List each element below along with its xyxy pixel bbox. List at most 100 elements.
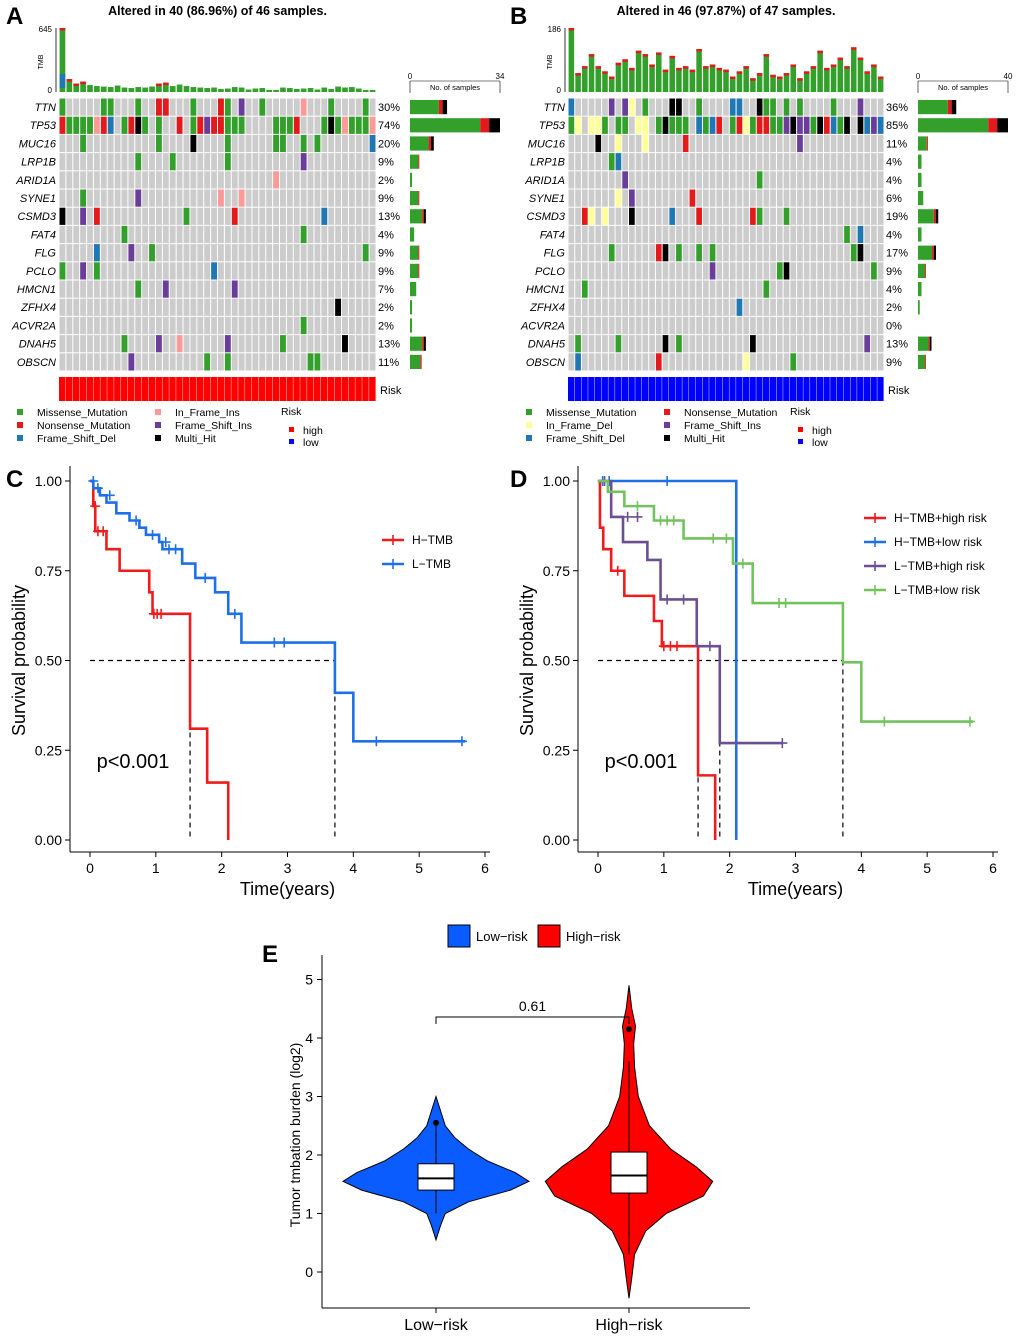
oncoprint-cell (314, 316, 321, 335)
oncoprint-cell (197, 116, 204, 134)
tmb-bar-nonsense (622, 59, 628, 62)
risk-cell (823, 377, 830, 401)
oncoprint-cell (355, 225, 362, 244)
oncoprint-cell (142, 98, 149, 116)
oncoprint-cell (121, 189, 128, 207)
oncoprint-cell (662, 225, 669, 244)
oncoprint-cell (763, 98, 770, 116)
oncoprint-cell (655, 298, 662, 316)
oncoprint-cell (750, 262, 756, 280)
oncoprint-cell (335, 171, 342, 189)
oncoprint-cell (776, 134, 783, 153)
oncoprint-cell (595, 189, 602, 207)
oncoprint-cell (149, 353, 155, 371)
oncoprint-cell (190, 98, 197, 116)
sample-count-bar-nonsense (988, 118, 998, 133)
risk-cell (810, 377, 817, 401)
legend-swatch (526, 435, 532, 441)
oncoprint-cell (581, 262, 588, 280)
oncoprint-cell (729, 134, 736, 153)
risk-legend-label: low (812, 437, 828, 449)
tmb-bar-nonsense (790, 64, 796, 67)
risk-cell (608, 377, 615, 401)
oncoprint-cell (335, 134, 342, 153)
risk-cell (141, 377, 149, 401)
oncoprint-cell (702, 353, 709, 371)
oncoprint-cell (649, 316, 655, 335)
oncoprint-cell (830, 262, 837, 280)
oncoprint-cell (121, 134, 128, 153)
oncoprint-cell (190, 335, 197, 353)
oncoprint-cell (696, 134, 702, 153)
y-tick-label: 0.50 (543, 653, 570, 669)
oncoplot-panel-b: Altered in 46 (97.87%) of 47 samples.186… (520, 4, 1013, 449)
oncoprint-cell (224, 98, 231, 116)
oncoprint-cell (280, 262, 286, 280)
oncoprint-cell (635, 298, 642, 316)
oncoprint-cell (622, 207, 629, 225)
oncoprint-cell (581, 335, 588, 353)
oncoprint-cell (155, 116, 162, 134)
oncoprint-cell (348, 335, 355, 353)
oncoprint-cell (107, 116, 114, 134)
oncoprint-cell (844, 335, 850, 353)
oncoprint-cell (321, 280, 328, 298)
oncoprint-cell (723, 98, 729, 116)
oncoprint-cell (369, 98, 376, 116)
risk-cell (265, 377, 273, 401)
oncoprint-cell (121, 244, 128, 262)
oncoprint-cell (218, 298, 224, 316)
oncoprint-cell (608, 280, 615, 298)
oncoprint-cell (776, 116, 783, 134)
oncoprint-cell (817, 280, 823, 298)
sample-count-bar-nonsense (420, 354, 422, 369)
risk-legend-label: low (303, 437, 319, 449)
oncoprint-cell (877, 171, 884, 189)
tmb-bar (756, 73, 763, 92)
oncoprint-cell (293, 244, 300, 262)
oncoprint-cell (114, 225, 121, 244)
oncoprint-cell (689, 244, 696, 262)
oncoprint-cell (100, 171, 107, 189)
oncoprint-cell (231, 262, 238, 280)
tmb-bar (864, 71, 870, 92)
sample-count-bar-multi (951, 100, 957, 115)
oncoprint-cell (121, 171, 128, 189)
censor-mark (156, 608, 167, 619)
tmb-bar-nonsense (66, 79, 73, 82)
gene-label: OBSCN (17, 357, 56, 369)
risk-cell (100, 377, 107, 401)
samples-axis-label: No. of samples (430, 83, 480, 92)
oncoprint-cell (190, 153, 197, 171)
tmb-bar-nonsense (797, 78, 803, 81)
oncoprint-cell (649, 171, 655, 189)
tmb-bar-nonsense (716, 67, 723, 71)
oncoprint-cell (162, 153, 169, 171)
oncoprint-cell (857, 98, 864, 116)
oncoprint-cell (335, 262, 342, 280)
censor-mark (92, 483, 103, 494)
oncoprint-cell (568, 134, 575, 153)
oncoprint-cell (369, 280, 376, 298)
oncoprint-cell (100, 134, 107, 153)
sample-count-bar (410, 227, 415, 242)
oncoprint-cell (280, 316, 286, 335)
oncoprint-cell (321, 335, 328, 353)
oncoprint-cell (676, 116, 682, 134)
censor-mark (90, 501, 101, 512)
oncoprint-cell (314, 280, 321, 298)
survival-curve (598, 479, 717, 840)
oncoprint-cell (743, 116, 750, 134)
oncoprint-cell (803, 298, 810, 316)
oncoprint-cell (810, 189, 817, 207)
oncoprint-cell (588, 280, 595, 298)
oncoprint-cell (756, 189, 763, 207)
oncoprint-cell (218, 316, 224, 335)
oncoprint-cell (218, 262, 224, 280)
oncoprint-cell (649, 298, 655, 316)
risk-cell (258, 377, 266, 401)
oncoprint-cell (238, 116, 245, 134)
tmb-bar (204, 88, 211, 92)
oncoprint-cell (568, 262, 575, 280)
oncoprint-cell (857, 244, 864, 262)
